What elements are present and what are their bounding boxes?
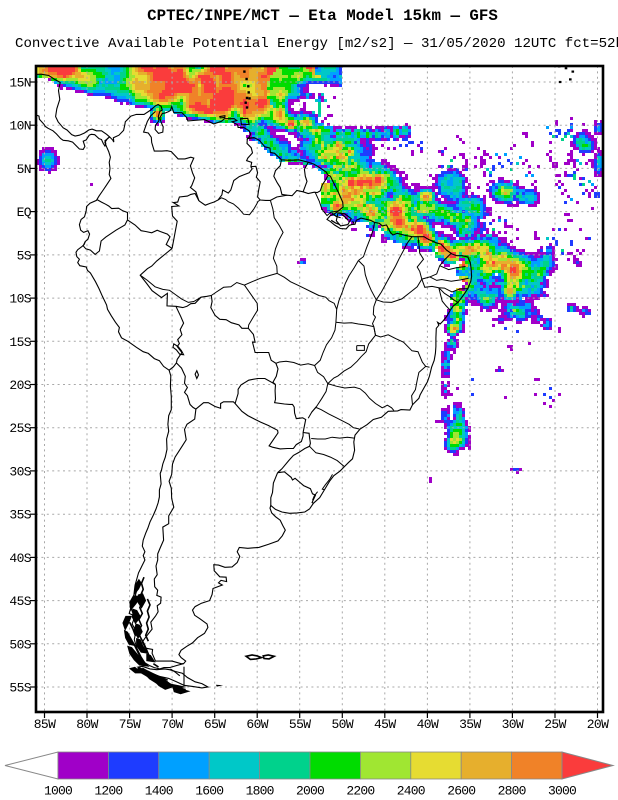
svg-text:60W: 60W bbox=[246, 717, 268, 732]
svg-text:5S: 5S bbox=[17, 248, 32, 263]
svg-text:2200: 2200 bbox=[346, 784, 374, 799]
svg-text:2800: 2800 bbox=[498, 784, 526, 799]
svg-text:Convective Available Potential: Convective Available Potential Energy [m… bbox=[15, 36, 618, 52]
svg-text:50W: 50W bbox=[331, 717, 353, 732]
svg-text:1400: 1400 bbox=[145, 784, 173, 799]
svg-text:20S: 20S bbox=[9, 378, 31, 393]
svg-text:1800: 1800 bbox=[246, 784, 274, 799]
svg-text:50S: 50S bbox=[9, 637, 31, 652]
svg-text:45S: 45S bbox=[9, 594, 31, 609]
svg-text:70W: 70W bbox=[161, 717, 183, 732]
svg-text:40S: 40S bbox=[9, 551, 31, 566]
svg-text:55W: 55W bbox=[289, 717, 311, 732]
svg-text:55S: 55S bbox=[9, 681, 31, 696]
svg-text:30S: 30S bbox=[9, 464, 31, 479]
svg-text:5N: 5N bbox=[17, 162, 31, 177]
svg-text:2600: 2600 bbox=[447, 784, 475, 799]
svg-text:80W: 80W bbox=[76, 717, 98, 732]
svg-text:15N: 15N bbox=[9, 76, 31, 91]
svg-text:25S: 25S bbox=[9, 421, 31, 436]
svg-text:EQ: EQ bbox=[17, 205, 32, 220]
svg-text:75W: 75W bbox=[119, 717, 141, 732]
svg-text:3000: 3000 bbox=[548, 784, 576, 799]
svg-text:30W: 30W bbox=[502, 717, 524, 732]
svg-text:25W: 25W bbox=[544, 717, 566, 732]
svg-text:15S: 15S bbox=[9, 335, 31, 350]
svg-text:35W: 35W bbox=[459, 717, 481, 732]
svg-text:1600: 1600 bbox=[195, 784, 223, 799]
svg-text:CPTEC/INPE/MCT — Eta Model 15: CPTEC/INPE/MCT — Eta Model 15km — GFS bbox=[147, 7, 498, 25]
svg-text:2400: 2400 bbox=[397, 784, 425, 799]
svg-text:10N: 10N bbox=[9, 119, 31, 134]
svg-text:10S: 10S bbox=[9, 292, 31, 307]
svg-text:1200: 1200 bbox=[94, 784, 122, 799]
svg-text:40W: 40W bbox=[417, 717, 439, 732]
svg-text:65W: 65W bbox=[204, 717, 226, 732]
svg-text:45W: 45W bbox=[374, 717, 396, 732]
svg-text:20W: 20W bbox=[587, 717, 609, 732]
svg-text:2000: 2000 bbox=[296, 784, 324, 799]
svg-text:1000: 1000 bbox=[44, 784, 72, 799]
svg-text:85W: 85W bbox=[34, 717, 56, 732]
svg-text:35S: 35S bbox=[9, 508, 31, 523]
